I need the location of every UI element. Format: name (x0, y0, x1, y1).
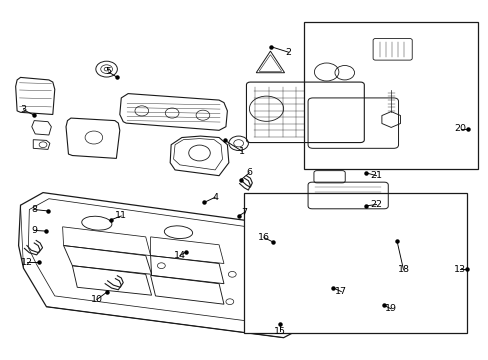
Bar (244, 193, 466, 333)
Text: 1: 1 (239, 147, 244, 156)
Text: 9: 9 (31, 226, 37, 235)
Text: 15: 15 (273, 327, 285, 336)
Text: 19: 19 (385, 304, 396, 313)
Text: 21: 21 (370, 171, 382, 180)
Text: 6: 6 (246, 168, 252, 177)
Bar (304, 22, 477, 169)
Text: 22: 22 (370, 200, 382, 209)
Text: 20: 20 (454, 124, 466, 133)
Text: 12: 12 (21, 258, 33, 266)
Text: 2: 2 (285, 48, 291, 57)
Text: 16: 16 (258, 233, 269, 242)
Text: 8: 8 (31, 205, 37, 214)
Text: 11: 11 (115, 211, 127, 220)
Text: 10: 10 (91, 295, 102, 304)
Text: 5: 5 (105, 68, 111, 77)
Text: 7: 7 (241, 208, 247, 217)
Text: 17: 17 (335, 287, 346, 296)
Text: 18: 18 (397, 265, 408, 274)
Text: 3: 3 (20, 105, 26, 114)
Text: 14: 14 (174, 251, 185, 260)
Text: 13: 13 (453, 265, 465, 274)
Text: 4: 4 (212, 193, 218, 202)
